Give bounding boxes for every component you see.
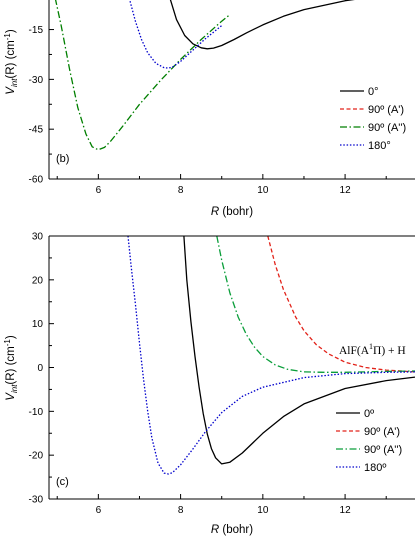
panel-c-y-axis-sub: int bbox=[10, 384, 19, 393]
panel-b-y-tick-label: -30 bbox=[29, 75, 44, 86]
panel-b-label: (b) bbox=[56, 153, 69, 165]
panel-c-y-tick-label: 20 bbox=[32, 275, 44, 286]
panel-b-x-tick-label: 6 bbox=[96, 185, 102, 196]
panel-c-series-1 bbox=[267, 236, 415, 373]
panel-c-series-2 bbox=[216, 236, 415, 373]
panel-b-legend-label: 90º (A'') bbox=[368, 122, 406, 134]
panel-c-y-tick-label: 0 bbox=[37, 363, 43, 374]
panel-b-x-axis-unit: (bohr) bbox=[219, 206, 253, 218]
panel-b-x-tick-label: 12 bbox=[340, 185, 352, 196]
panel-b-legend-label: 0° bbox=[368, 86, 379, 98]
panel-c-curves bbox=[127, 236, 415, 475]
panel-c-y-axis-main: V bbox=[5, 392, 17, 401]
panel-c-annotation-prefix: AlF(A bbox=[339, 345, 370, 357]
panel-c-y-tick-label: 30 bbox=[32, 232, 44, 243]
panel-c-x-tick-label: 10 bbox=[257, 505, 269, 516]
panel-b-y-tick-label: -60 bbox=[29, 175, 44, 186]
panel-b-y-tick-label: -45 bbox=[29, 125, 44, 136]
panel-c-y-axis-close: ) bbox=[5, 335, 17, 339]
panel-b-axes bbox=[48, 0, 415, 180]
panel-c-annotation: AlF(A1Π) + H bbox=[339, 342, 406, 357]
panel-c-annotation-sup: 1 bbox=[369, 342, 373, 351]
panel-b-x-axis-var: R bbox=[211, 206, 219, 218]
panel-c-x-axis-title: R (bohr) bbox=[211, 524, 253, 536]
panel-c-x-tick-label: 12 bbox=[340, 505, 352, 516]
panel-c-ticks: 6 8 10 12 30 20 10 0 -10 -20 -30 bbox=[29, 232, 387, 516]
panel-b-y-tick-label: -15 bbox=[29, 25, 44, 36]
panel-c-x-axis-var: R bbox=[211, 524, 219, 536]
panel-c-y-axis-rest: (R) (cm bbox=[5, 346, 17, 384]
panel-b-legend: 0° 90º (A') 90º (A'') 180° bbox=[340, 86, 406, 152]
panel-b-x-tick-label: 8 bbox=[178, 185, 184, 196]
panel-c-axes bbox=[48, 235, 415, 500]
panel-c-legend-label: 180º bbox=[364, 462, 386, 474]
panel-c-x-tick-label: 6 bbox=[96, 505, 102, 516]
panel-c-legend: 0º 90º (A') 90º (A'') 180º bbox=[336, 408, 402, 474]
panel-c-legend-label: 90º (A') bbox=[364, 426, 400, 438]
panel-c-y-tick-label: 10 bbox=[32, 319, 44, 330]
panel-b-series-0 bbox=[169, 0, 355, 50]
panel-b-legend-label: 90º (A') bbox=[368, 104, 404, 116]
panel-c-x-axis-unit: (bohr) bbox=[219, 524, 253, 536]
panel-b-x-axis-title: R (bohr) bbox=[211, 206, 253, 218]
panel-b-ticks: 6 8 10 12 -15 -30 -45 -60 bbox=[29, 25, 387, 196]
panel-c-series-3 bbox=[127, 236, 415, 475]
panel-c-y-axis-title: Vint(R) (cm-1) bbox=[3, 335, 19, 401]
panel-b-y-axis-title: Vint(R) (cm-1) bbox=[3, 29, 19, 95]
panel-c: 6 8 10 12 30 20 10 0 -10 -20 -30 R (bohr) Vint(R) … bbox=[3, 232, 415, 536]
panel-c-y-axis-sup: -1 bbox=[3, 339, 12, 347]
panel-c-x-tick-label: 8 bbox=[178, 505, 184, 516]
panel-c-legend-label: 0º bbox=[364, 408, 374, 420]
panel-c-series-0 bbox=[183, 236, 415, 465]
panel-b-y-axis-main: V bbox=[5, 86, 17, 95]
panel-b-x-tick-label: 10 bbox=[257, 185, 269, 196]
panel-c-label: (c) bbox=[56, 476, 69, 488]
panel-c-y-tick-label: -20 bbox=[29, 451, 44, 462]
panel-b-series-2 bbox=[54, 0, 231, 151]
panel-c-legend-label: 90º (A'') bbox=[364, 444, 402, 456]
panel-c-annotation-suffix: ) + H bbox=[381, 345, 405, 357]
panel-b-y-axis-sup: -1 bbox=[3, 33, 12, 41]
panel-c-y-tick-label: -10 bbox=[29, 407, 44, 418]
panel-b-legend-label: 180° bbox=[368, 140, 391, 152]
panel-b-series-3 bbox=[129, 0, 223, 69]
panel-b-curves bbox=[54, 0, 355, 151]
panel-b-y-axis-close: ) bbox=[5, 29, 17, 33]
panel-b-y-axis-rest: (R) (cm bbox=[5, 40, 17, 78]
panel-b: 6 8 10 12 -15 -30 -45 -60 R (bohr) Vint(R) (cm-… bbox=[3, 0, 415, 218]
panel-c-annotation-symbol: Π bbox=[373, 345, 381, 357]
panel-c-y-tick-label: -30 bbox=[29, 495, 44, 506]
panel-b-y-axis-sub: int bbox=[10, 78, 19, 87]
